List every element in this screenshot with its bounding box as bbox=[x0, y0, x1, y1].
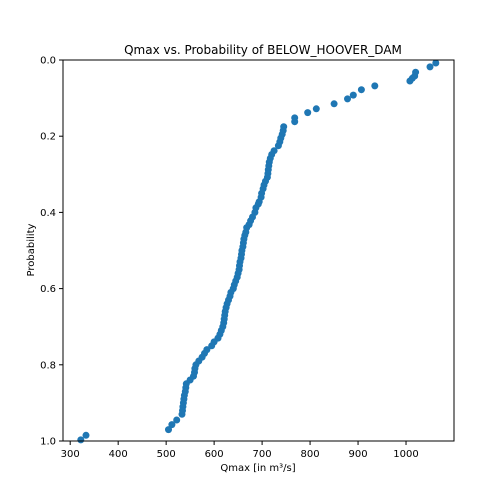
x-tick-label: 800 bbox=[301, 449, 320, 460]
data-point-90 bbox=[178, 410, 186, 418]
data-point-5 bbox=[406, 77, 414, 85]
x-tick-label: 300 bbox=[61, 449, 80, 460]
data-point-20 bbox=[274, 142, 282, 150]
x-tick-label: 400 bbox=[109, 449, 128, 460]
data-point-6 bbox=[371, 82, 379, 90]
x-tick-label: 700 bbox=[253, 449, 272, 460]
x-axis-ticks: 300 400 500 600 700 800 900 1000 bbox=[61, 441, 419, 460]
y-tick-label: 0.4 bbox=[40, 208, 56, 219]
data-point-8 bbox=[349, 91, 357, 99]
data-point-9 bbox=[344, 95, 351, 103]
data-point-93 bbox=[165, 426, 172, 434]
data-point-1 bbox=[426, 63, 434, 71]
x-tick-label: 900 bbox=[349, 449, 368, 460]
x-tick-label: 1000 bbox=[393, 449, 418, 460]
x-tick-label: 500 bbox=[157, 449, 176, 460]
data-point-72 bbox=[208, 342, 216, 350]
points-layer bbox=[77, 59, 440, 444]
data-point-11 bbox=[312, 105, 320, 113]
data-point-92 bbox=[168, 421, 176, 429]
y-tick-label: 0.2 bbox=[40, 132, 56, 143]
y-axis-label: Probability bbox=[26, 223, 37, 276]
y-tick-label: 1.0 bbox=[40, 437, 56, 448]
y-tick-label: 0.0 bbox=[40, 56, 56, 67]
y-tick-label: 0.6 bbox=[40, 284, 56, 295]
data-point-0 bbox=[432, 59, 440, 67]
y-tick-label: 0.8 bbox=[40, 360, 56, 371]
chart-title: Qmax vs. Probability of BELOW_HOOVER_DAM bbox=[124, 43, 402, 57]
data-point-7 bbox=[357, 86, 365, 94]
data-point-94 bbox=[82, 431, 90, 439]
axes-frame bbox=[62, 59, 455, 442]
data-point-14 bbox=[291, 118, 299, 126]
x-axis-label: Qmax [in m³/s] bbox=[220, 463, 295, 474]
data-point-91 bbox=[173, 416, 181, 424]
data-point-12 bbox=[304, 109, 312, 117]
y-axis-ticks: 0.0 0.2 0.4 0.6 0.8 1.0 bbox=[40, 56, 63, 448]
x-tick-label: 600 bbox=[205, 449, 224, 460]
data-point-10 bbox=[330, 100, 338, 108]
data-point-95 bbox=[77, 436, 85, 444]
